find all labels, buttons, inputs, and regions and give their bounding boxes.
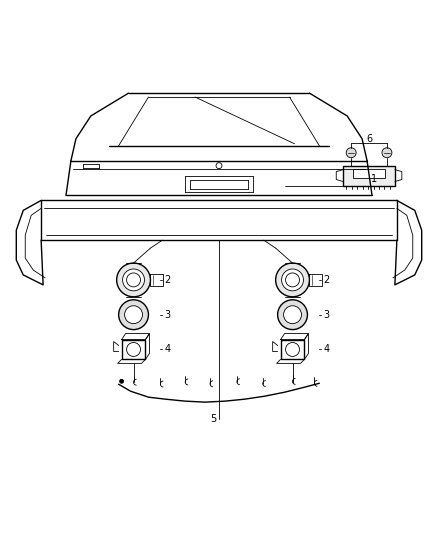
Circle shape: [120, 379, 124, 383]
Circle shape: [382, 148, 392, 158]
Text: 3: 3: [323, 310, 329, 320]
Text: 1: 1: [371, 174, 377, 183]
Text: 2: 2: [164, 275, 170, 285]
Circle shape: [124, 306, 142, 324]
Circle shape: [119, 300, 148, 329]
Circle shape: [276, 263, 309, 297]
Circle shape: [346, 148, 356, 158]
Bar: [343, 166, 395, 185]
Text: 5: 5: [210, 414, 216, 424]
Text: 4: 4: [323, 344, 329, 354]
Circle shape: [278, 300, 307, 329]
Circle shape: [117, 263, 150, 297]
Text: 6: 6: [366, 134, 372, 144]
Text: 3: 3: [164, 310, 170, 320]
Text: 2: 2: [323, 275, 329, 285]
Circle shape: [282, 269, 304, 291]
Bar: [353, 168, 385, 177]
Circle shape: [123, 269, 145, 291]
Circle shape: [283, 306, 301, 324]
Text: 4: 4: [164, 344, 170, 354]
